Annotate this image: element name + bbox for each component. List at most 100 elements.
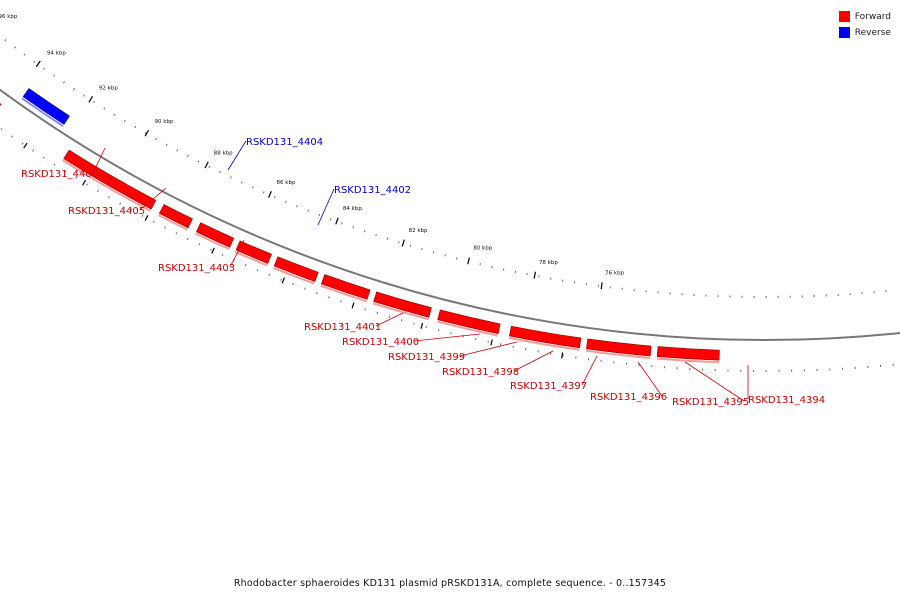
- minor-tick: [262, 191, 265, 194]
- gene-shadow: [656, 357, 720, 364]
- tick-label: 84 kbp: [343, 206, 362, 212]
- tick-label: 94 kbp: [47, 51, 66, 57]
- minor-tick: [155, 137, 158, 141]
- tick-label: 92 kbp: [99, 86, 118, 92]
- minor-tick: [130, 208, 133, 211]
- minor-tick: [304, 287, 306, 290]
- gene-label[interactable]: RSKD131_4400: [342, 337, 419, 348]
- minor-tick: [251, 186, 254, 189]
- minor-tick: [280, 278, 283, 281]
- forward-gene-block[interactable]: [509, 325, 582, 349]
- gene-label[interactable]: RSKD131_4404: [246, 137, 323, 148]
- minor-tick: [413, 322, 415, 325]
- gene-label[interactable]: RSKD131_4397: [510, 381, 587, 392]
- forward-gene-block[interactable]: [586, 338, 652, 357]
- minor-tick: [134, 125, 137, 129]
- gene-leader-line: [229, 239, 245, 268]
- gene-leader-line: [92, 147, 106, 174]
- gene-label[interactable]: RSKD131_4401: [304, 322, 381, 333]
- minor-tick: [363, 230, 366, 233]
- minor-tick: [210, 248, 212, 251]
- forward-gene-block[interactable]: [320, 274, 371, 300]
- legend: Forward Reverse: [838, 9, 891, 41]
- minor-tick: [208, 165, 211, 169]
- forward-gene-block[interactable]: [437, 309, 501, 335]
- tick-label: 88 kbp: [214, 151, 233, 157]
- gene-leader-line: [684, 361, 745, 402]
- legend-item-forward[interactable]: Forward: [838, 9, 891, 24]
- minor-tick: [273, 195, 276, 199]
- gene-shadow: [195, 232, 230, 250]
- minor-tick: [14, 46, 17, 49]
- major-tick: [401, 239, 405, 247]
- forward-gene-block[interactable]: [656, 346, 720, 361]
- minor-tick: [352, 226, 355, 229]
- gene-shadow: [508, 336, 580, 351]
- major-tick: [35, 60, 41, 68]
- forward-gene-block[interactable]: [273, 256, 319, 283]
- tick-label: 90 kbp: [155, 119, 174, 125]
- gene-label[interactable]: RSKD131_4399: [388, 352, 465, 363]
- minor-tick: [318, 213, 321, 217]
- gene-label[interactable]: RSKD131_4406: [21, 169, 98, 180]
- minor-tick: [328, 296, 330, 299]
- gene-leader-line: [375, 312, 404, 327]
- minor-tick: [93, 100, 96, 104]
- legend-item-reverse[interactable]: Reverse: [838, 25, 891, 40]
- minor-tick: [97, 189, 99, 193]
- gene-leader-line: [637, 361, 663, 397]
- gene-leader-line: [413, 333, 481, 342]
- minor-tick: [421, 248, 423, 251]
- minor-tick: [73, 87, 75, 91]
- minor-tick: [63, 81, 65, 84]
- minor-tick: [316, 291, 318, 295]
- gene-label[interactable]: RSKD131_4395: [672, 397, 749, 408]
- minor-tick: [123, 119, 126, 123]
- tick-label: 76 kbp: [605, 270, 624, 276]
- minor-tick: [444, 254, 446, 257]
- major-tick: [420, 322, 424, 329]
- gene-label[interactable]: RSKD131_4394: [748, 395, 825, 406]
- gene-label[interactable]: RSKD131_4403: [158, 263, 235, 274]
- minor-tick: [42, 156, 45, 159]
- minor-tick: [240, 181, 243, 184]
- gene-layer: [0, 83, 720, 364]
- major-tick: [490, 339, 493, 346]
- gene-label[interactable]: RSKD131_4405: [68, 206, 145, 217]
- major-tick: [144, 215, 149, 221]
- minor-tick: [113, 113, 116, 116]
- forward-gene-block[interactable]: [0, 83, 2, 113]
- minor-tick: [329, 218, 332, 221]
- minor-tick: [341, 222, 343, 225]
- minor-tick: [219, 171, 221, 174]
- gene-leader-line: [317, 188, 335, 226]
- gene-shadow: [273, 266, 315, 285]
- forward-gene-block[interactable]: [373, 291, 432, 318]
- minor-tick: [152, 220, 155, 223]
- gene-shadow: [320, 284, 367, 303]
- minor-tick: [256, 268, 259, 272]
- minor-tick: [21, 142, 24, 145]
- forward-gene-block[interactable]: [195, 222, 235, 248]
- major-tick: [88, 96, 94, 103]
- minor-tick: [176, 149, 179, 152]
- minor-tick: [198, 243, 201, 246]
- gene-label[interactable]: RSKD131_4398: [442, 367, 519, 378]
- minor-tick: [292, 283, 294, 286]
- tick-label: 80 kbp: [473, 246, 492, 252]
- forward-gene-block[interactable]: [235, 240, 272, 264]
- forward-gene-block[interactable]: [63, 149, 157, 210]
- reverse-gene-block[interactable]: [22, 88, 70, 125]
- minor-tick: [186, 154, 189, 158]
- minor-tick: [33, 60, 36, 63]
- minor-tick: [376, 311, 379, 315]
- minor-tick: [307, 209, 310, 212]
- gene-label[interactable]: RSKD131_4396: [590, 392, 667, 403]
- backbone-arc: [0, 88, 900, 341]
- minor-tick: [75, 176, 78, 180]
- minor-tick: [23, 53, 26, 56]
- gene-label[interactable]: RSKD131_4402: [334, 185, 411, 196]
- forward-gene-block[interactable]: [158, 204, 193, 229]
- minor-tick: [4, 39, 7, 42]
